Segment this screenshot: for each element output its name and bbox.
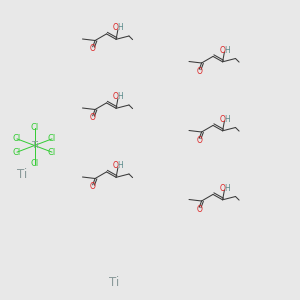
Text: Cl: Cl bbox=[30, 159, 39, 168]
Text: Cl: Cl bbox=[13, 134, 21, 143]
Text: Ti: Ti bbox=[31, 141, 38, 150]
Text: O: O bbox=[219, 115, 225, 124]
Text: O: O bbox=[113, 92, 119, 101]
Text: H: H bbox=[118, 92, 124, 101]
Text: O: O bbox=[196, 136, 202, 145]
Text: O: O bbox=[196, 67, 202, 76]
Text: Cl: Cl bbox=[13, 148, 21, 157]
Text: H: H bbox=[118, 23, 124, 32]
Text: Ti: Ti bbox=[17, 167, 28, 181]
Text: O: O bbox=[90, 182, 96, 191]
Text: O: O bbox=[196, 205, 202, 214]
Text: O: O bbox=[219, 184, 225, 193]
Text: Ti: Ti bbox=[109, 275, 119, 289]
Text: H: H bbox=[118, 161, 124, 170]
Text: O: O bbox=[90, 44, 96, 53]
Text: Cl: Cl bbox=[48, 148, 56, 157]
Text: H: H bbox=[224, 115, 230, 124]
Text: O: O bbox=[90, 113, 96, 122]
Text: Cl: Cl bbox=[48, 134, 56, 143]
Text: O: O bbox=[113, 161, 119, 170]
Text: H: H bbox=[224, 184, 230, 193]
Text: O: O bbox=[113, 23, 119, 32]
Text: Cl: Cl bbox=[30, 123, 39, 132]
Text: H: H bbox=[224, 46, 230, 55]
Text: O: O bbox=[219, 46, 225, 55]
